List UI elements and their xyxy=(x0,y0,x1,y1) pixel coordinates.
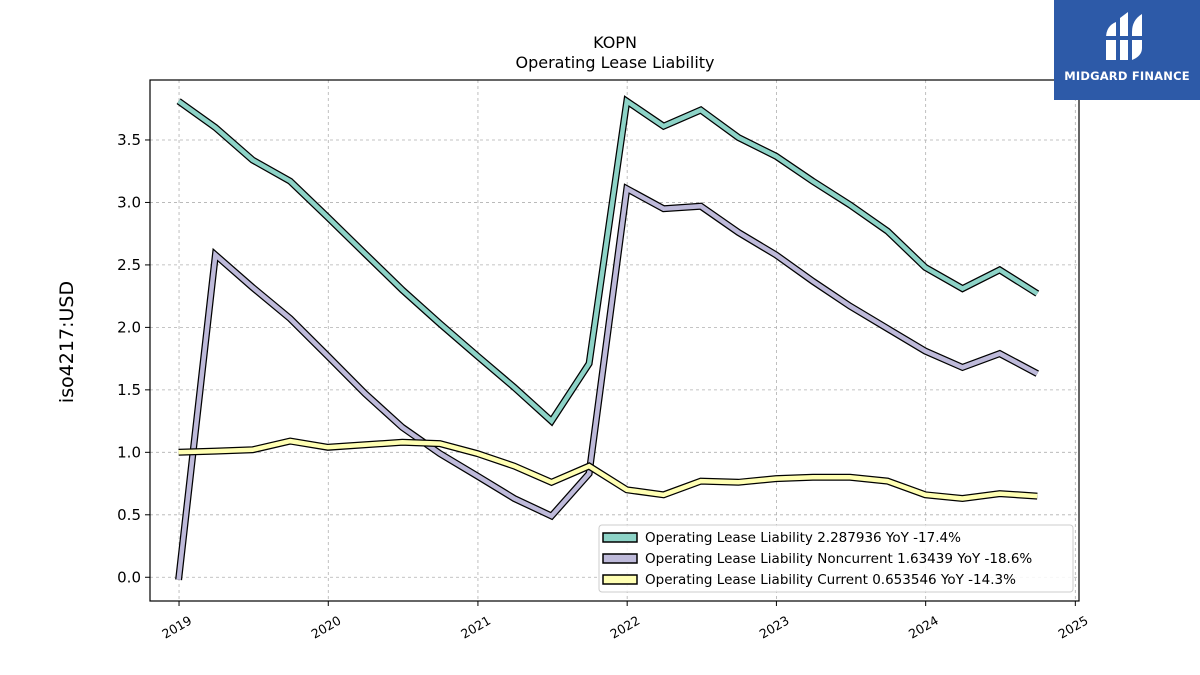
y-tick-label: 0.0 xyxy=(117,568,141,586)
plot-frame xyxy=(149,79,1080,602)
legend-entry: Operating Lease Liability Noncurrent 1.6… xyxy=(645,551,1032,567)
x-tick-label: 2022 xyxy=(607,613,642,642)
series-line-1 xyxy=(177,97,1039,425)
y-tick-label: 0.5 xyxy=(117,506,141,524)
brand-logo: MIDGARD FINANCE xyxy=(1054,0,1200,100)
chart-title: KOPN xyxy=(593,33,637,52)
y-tick-label: 2.5 xyxy=(117,256,141,274)
x-tick-label: 2023 xyxy=(757,613,792,642)
brand-name: MIDGARD FINANCE xyxy=(1064,69,1190,83)
midgard-logo-icon xyxy=(1104,12,1148,60)
legend: Operating Lease Liability 2.287936 YoY -… xyxy=(598,524,1074,593)
x-tick-label: 2020 xyxy=(309,613,344,642)
series-layer xyxy=(175,95,1040,581)
x-tick-label: 2021 xyxy=(458,613,493,642)
legend-box xyxy=(598,524,1074,593)
legend-swatch xyxy=(602,574,638,585)
legend-swatch xyxy=(602,553,638,564)
legend-entry: Operating Lease Liability Current 0.6535… xyxy=(645,572,1016,588)
y-tick-label: 2.0 xyxy=(117,318,141,336)
y-tick-label: 3.0 xyxy=(117,193,141,211)
x-tick-label: 2024 xyxy=(906,613,941,642)
y-axis-label: iso4217:USD xyxy=(56,281,78,403)
grid xyxy=(150,80,1079,601)
x-tick-label: 2025 xyxy=(1056,613,1091,642)
y-tick-label: 1.5 xyxy=(117,381,141,399)
legend-swatch xyxy=(602,532,638,543)
series-outline-1 xyxy=(176,95,1040,427)
series-line-3 xyxy=(178,438,1038,501)
series-line-2 xyxy=(176,185,1039,581)
legend-entry: Operating Lease Liability 2.287936 YoY -… xyxy=(645,530,961,546)
y-tick-label: 1.0 xyxy=(117,443,141,461)
y-tick-label: 3.5 xyxy=(117,131,141,149)
x-tick-label: 2019 xyxy=(159,613,194,642)
chart-subtitle: Operating Lease Liability xyxy=(515,53,714,72)
